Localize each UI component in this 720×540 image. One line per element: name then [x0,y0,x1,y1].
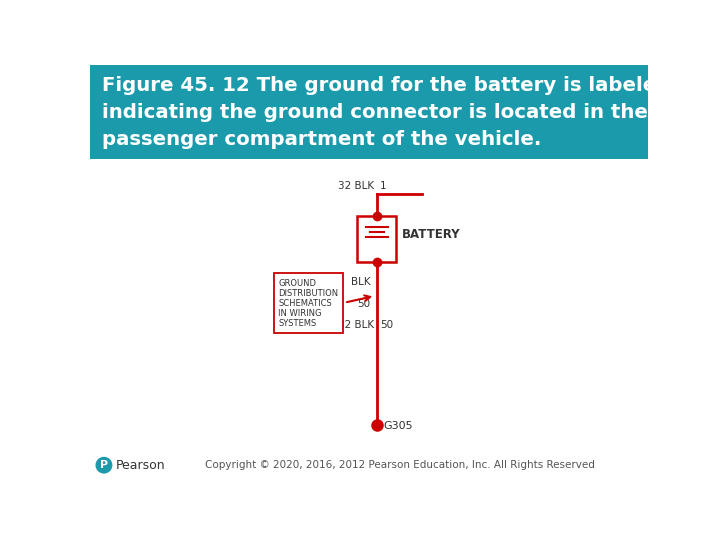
Text: 32 BLK: 32 BLK [338,181,374,191]
Text: G305: G305 [384,421,413,431]
Text: BLK: BLK [351,278,371,287]
Text: GROUND: GROUND [279,279,316,288]
Text: DISTRIBUTION: DISTRIBUTION [279,289,338,298]
Text: Figure 45. 12 The ground for the battery is labeled G305,
indicating the ground : Figure 45. 12 The ground for the battery… [102,76,720,149]
Text: 1: 1 [380,181,387,191]
Bar [357,215,396,262]
Text: Copyright © 2020, 2016, 2012 Pearson Education, Inc. All Rights Reserved: Copyright © 2020, 2016, 2012 Pearson Edu… [205,460,595,470]
Text: Pearson: Pearson [116,458,165,472]
Bar [274,273,343,333]
Bar [90,65,648,159]
Circle shape [96,457,112,473]
Text: P: P [100,460,108,470]
Text: 50: 50 [380,320,393,330]
Text: 32 BLK: 32 BLK [338,320,374,330]
Text: BATTERY: BATTERY [402,228,460,241]
Text: SYSTEMS: SYSTEMS [279,319,317,328]
Text: SCHEMATICS: SCHEMATICS [279,299,332,308]
Text: IN WIRING: IN WIRING [279,309,322,318]
Text: 50: 50 [357,299,371,309]
